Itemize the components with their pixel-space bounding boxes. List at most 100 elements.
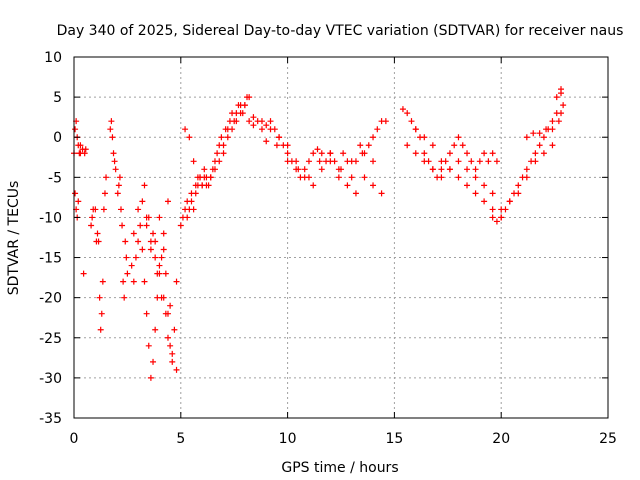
data-point-early-sparse (72, 190, 79, 197)
data-point-afternoon (455, 134, 462, 141)
data-point-afternoon (438, 158, 445, 165)
data-point-afternoon (489, 150, 496, 157)
data-point-afternoon (476, 158, 483, 165)
data-point-afternoon (464, 150, 471, 157)
data-point-midday (284, 150, 291, 157)
data-point-midday (344, 182, 351, 189)
data-point-early-dense (143, 222, 150, 229)
data-point-early-dense (143, 310, 150, 317)
data-point-morning-rise (192, 182, 199, 189)
data-point-morning-rise (188, 190, 195, 197)
data-point-early-sparse (100, 206, 107, 213)
data-point-early-dense (158, 294, 165, 301)
data-point-early-dense (139, 198, 146, 205)
data-point-early-sparse (111, 158, 118, 165)
data-point-evening (493, 218, 500, 225)
data-point-midday (370, 134, 377, 141)
data-point-early-sparse (115, 182, 122, 189)
data-point-early-dense (173, 278, 180, 285)
data-point-evening (555, 118, 562, 125)
data-point-evening (523, 166, 530, 173)
data-point-early-sparse (80, 270, 87, 277)
data-point-evening (489, 214, 496, 221)
data-point-early-sparse (109, 134, 116, 141)
data-point-midday (250, 122, 257, 129)
y-tick-label: 10 (44, 50, 62, 66)
data-point-midday (263, 138, 270, 145)
data-point-evening (540, 150, 547, 157)
data-point-midday (276, 134, 283, 141)
y-tick-label: -5 (48, 170, 62, 186)
data-point-evening (523, 174, 530, 181)
data-point-early-dense (164, 334, 171, 341)
data-point-afternoon (421, 150, 428, 157)
data-point-morning-rise (177, 222, 184, 229)
data-point-afternoon (464, 166, 471, 173)
axis-ticks: 0 5 10 15 20 25 -35 -30 -25 -20 -15 -10 -5 0 5 10 (39, 50, 617, 447)
data-point-evening (536, 142, 543, 149)
data-point-morning-rise (233, 118, 240, 125)
x-tick-label: 10 (279, 431, 297, 447)
x-tick-label: 5 (176, 431, 185, 447)
data-point-morning-rise (207, 174, 214, 181)
data-point-midday (284, 142, 291, 149)
data-point-afternoon (404, 142, 411, 149)
data-point-early-dense (169, 358, 176, 365)
data-point-afternoon (446, 166, 453, 173)
data-point-early-sparse (72, 126, 79, 133)
data-point-evening (523, 134, 530, 141)
data-point-early-dense (156, 262, 163, 269)
data-point-midday (263, 122, 270, 129)
data-point-midday (370, 158, 377, 165)
data-point-early-dense (150, 230, 157, 237)
data-point-evening (532, 158, 539, 165)
data-point-midday (365, 142, 372, 149)
data-point-afternoon (481, 198, 488, 205)
data-point-afternoon (485, 158, 492, 165)
data-point-morning-rise (184, 214, 191, 221)
data-point-early-dense (169, 350, 176, 357)
data-point-early-sparse (123, 254, 130, 261)
data-point-evening (560, 102, 567, 109)
data-point-afternoon (421, 158, 428, 165)
data-point-morning-rise (214, 150, 221, 157)
data-point-evening (536, 130, 543, 137)
data-point-afternoon (446, 150, 453, 157)
data-point-midday (327, 150, 334, 157)
data-point-early-dense (160, 246, 167, 253)
data-point-midday (301, 166, 308, 173)
data-point-evening (498, 206, 505, 213)
x-tick-label: 0 (70, 431, 79, 447)
data-point-midday (361, 174, 368, 181)
data-point-midday (267, 126, 274, 133)
data-point-evening (549, 126, 556, 133)
data-point-early-dense (156, 214, 163, 221)
data-point-early-sparse (98, 310, 105, 317)
data-point-early-dense (147, 238, 154, 245)
data-point-morning-rise (246, 94, 253, 101)
data-point-afternoon (451, 142, 458, 149)
x-axis-label: GPS time / hours (281, 460, 398, 476)
data-point-early-dense (173, 366, 180, 373)
data-point-early-sparse (101, 190, 108, 197)
data-point-midday (305, 174, 312, 181)
data-point-morning-rise (190, 206, 197, 213)
data-point-morning-rise (229, 126, 236, 133)
grid-lines (74, 57, 608, 418)
data-point-early-sparse (108, 118, 115, 125)
data-point-evening (515, 190, 522, 197)
data-point-early-sparse (117, 206, 124, 213)
data-point-early-dense (147, 374, 154, 381)
data-point-morning-rise (211, 166, 218, 173)
data-point-afternoon (438, 174, 445, 181)
data-point-evening (506, 198, 513, 205)
data-point-early-sparse (112, 166, 119, 173)
data-point-early-dense (154, 270, 161, 277)
data-point-evening (558, 110, 565, 117)
data-point-morning-rise (186, 134, 193, 141)
x-tick-label: 25 (599, 431, 617, 447)
data-point-early-dense (132, 254, 139, 261)
data-point-early-sparse (89, 214, 96, 221)
y-tick-label: 5 (53, 90, 62, 106)
